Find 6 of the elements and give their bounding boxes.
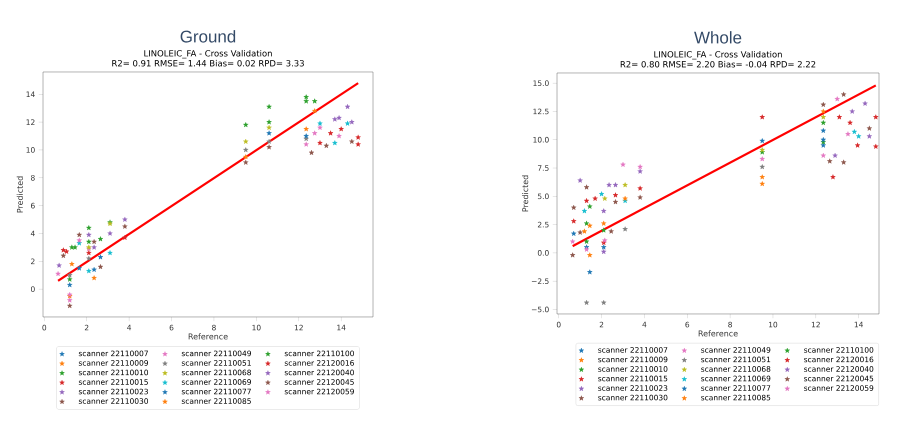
- chart-title: Whole: [694, 31, 742, 44]
- text: R2= 0.80 RMSE= 2.20 Bias= -0.04 RPD= 2.22: [620, 60, 816, 68]
- text: R2= 0.91 RMSE= 1.44 Bias= 0.02 RPD= 3.33: [112, 60, 304, 66]
- chart-subtitle: LINOLEIC_FA - Cross Validation: [654, 50, 782, 60]
- chart-title: Ground: [180, 30, 236, 43]
- chart-subtitle: LINOLEIC_FA - Cross Validation: [144, 50, 272, 58]
